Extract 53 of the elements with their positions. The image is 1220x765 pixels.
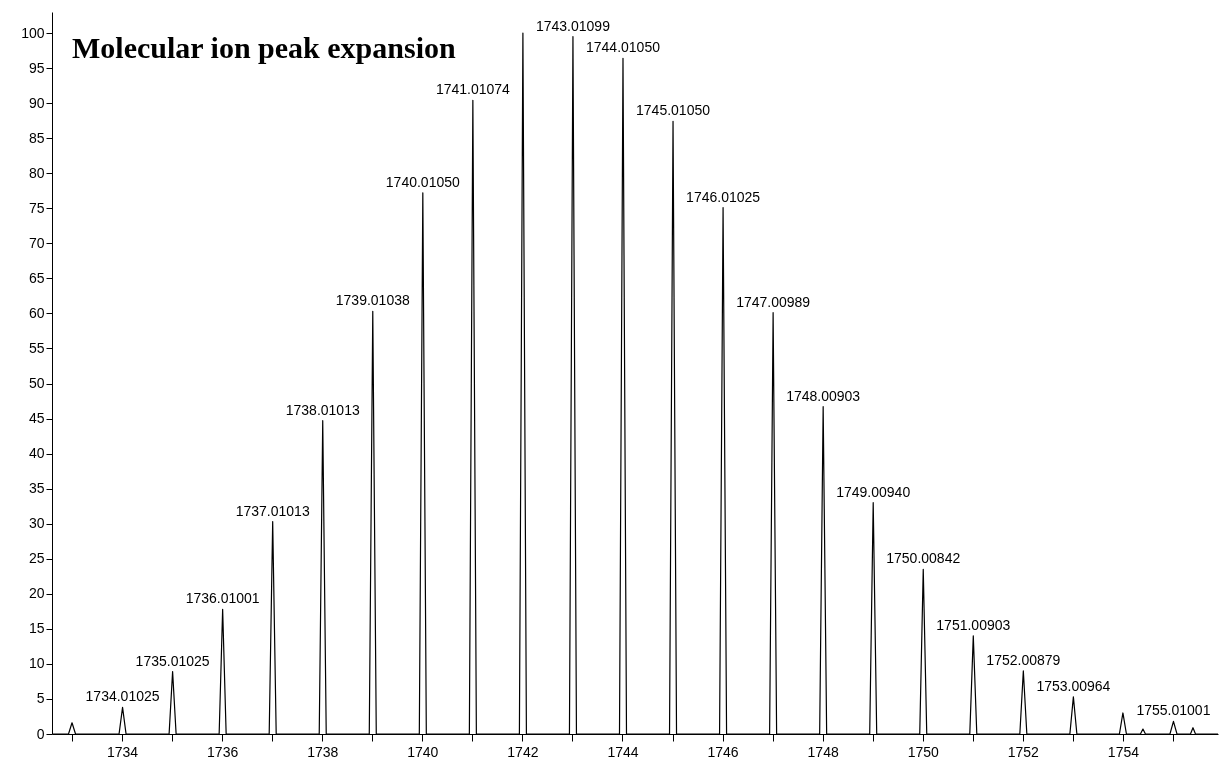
annotation: 1746.01025 xyxy=(686,188,761,205)
annotation: 1744.01050 xyxy=(586,39,661,56)
annotation: 1747.00989 xyxy=(736,293,811,310)
x-tick-label: 1752 xyxy=(1007,743,1040,760)
y-tick-label: 100 xyxy=(21,24,45,41)
y-tick-label: 0 xyxy=(36,725,45,742)
y-tick-label: 55 xyxy=(28,339,45,356)
y-tick-label: 85 xyxy=(28,129,45,146)
x-tick-label: 1742 xyxy=(507,743,539,760)
y-tick-label: 80 xyxy=(28,164,45,181)
y-tick-label: 40 xyxy=(28,445,45,462)
y-tick-label: 35 xyxy=(28,480,45,497)
y-tick-label: 10 xyxy=(28,655,45,672)
annotation: 1749.00940 xyxy=(836,483,911,500)
y-tick-label: 65 xyxy=(28,269,45,286)
annotation: 1736.01001 xyxy=(185,590,260,607)
annotation: 1752.00879 xyxy=(986,651,1061,668)
annotation: 1741.01074 xyxy=(435,81,511,98)
annotation: 1755.01001 xyxy=(1136,702,1211,719)
y-tick-label: 5 xyxy=(36,690,45,707)
x-tick-label: 1744 xyxy=(607,743,639,760)
annotation: 1734.01025 xyxy=(85,688,160,705)
annotation: 1751.00903 xyxy=(936,616,1011,633)
y-tick-label: 90 xyxy=(28,94,45,111)
y-tick-label: 95 xyxy=(28,59,45,76)
y-tick-label: 25 xyxy=(28,550,45,567)
annotation: 1739.01038 xyxy=(335,292,410,309)
x-tick-label: 1754 xyxy=(1107,743,1140,760)
text: Molecular ion peak expansion xyxy=(72,31,456,64)
y-tick-label: 30 xyxy=(28,515,45,532)
x-tick-label: 1750 xyxy=(907,743,940,760)
y-tick-label: 20 xyxy=(28,585,45,602)
annotation: 1740.01050 xyxy=(385,173,461,190)
y-tick-label: 45 xyxy=(28,410,45,427)
y-tick-label: 15 xyxy=(28,620,45,637)
x-tick-label: 1738 xyxy=(307,743,339,760)
annotation: 1735.01025 xyxy=(135,652,210,669)
x-tick-label: 1734 xyxy=(106,743,139,760)
y-tick-label: 70 xyxy=(28,234,45,251)
annotation: 1745.01050 xyxy=(636,102,711,119)
x-tick-label: 1746 xyxy=(707,743,739,760)
x-tick-label: 1736 xyxy=(207,743,239,760)
annotation: 1738.01013 xyxy=(285,401,360,418)
annotation: 1737.01013 xyxy=(235,502,310,519)
annotation: 1748.00903 xyxy=(786,387,861,404)
annotation: 1750.00842 xyxy=(886,550,961,567)
x-tick-label: 1740 xyxy=(407,743,439,760)
y-tick-label: 50 xyxy=(28,375,45,392)
x-tick-label: 1748 xyxy=(807,743,839,760)
y-tick-label: 60 xyxy=(28,304,45,321)
annotation: 1743.01099 xyxy=(535,17,611,34)
y-tick-label: 75 xyxy=(28,199,45,216)
annotation: 1753.00964 xyxy=(1036,677,1111,694)
